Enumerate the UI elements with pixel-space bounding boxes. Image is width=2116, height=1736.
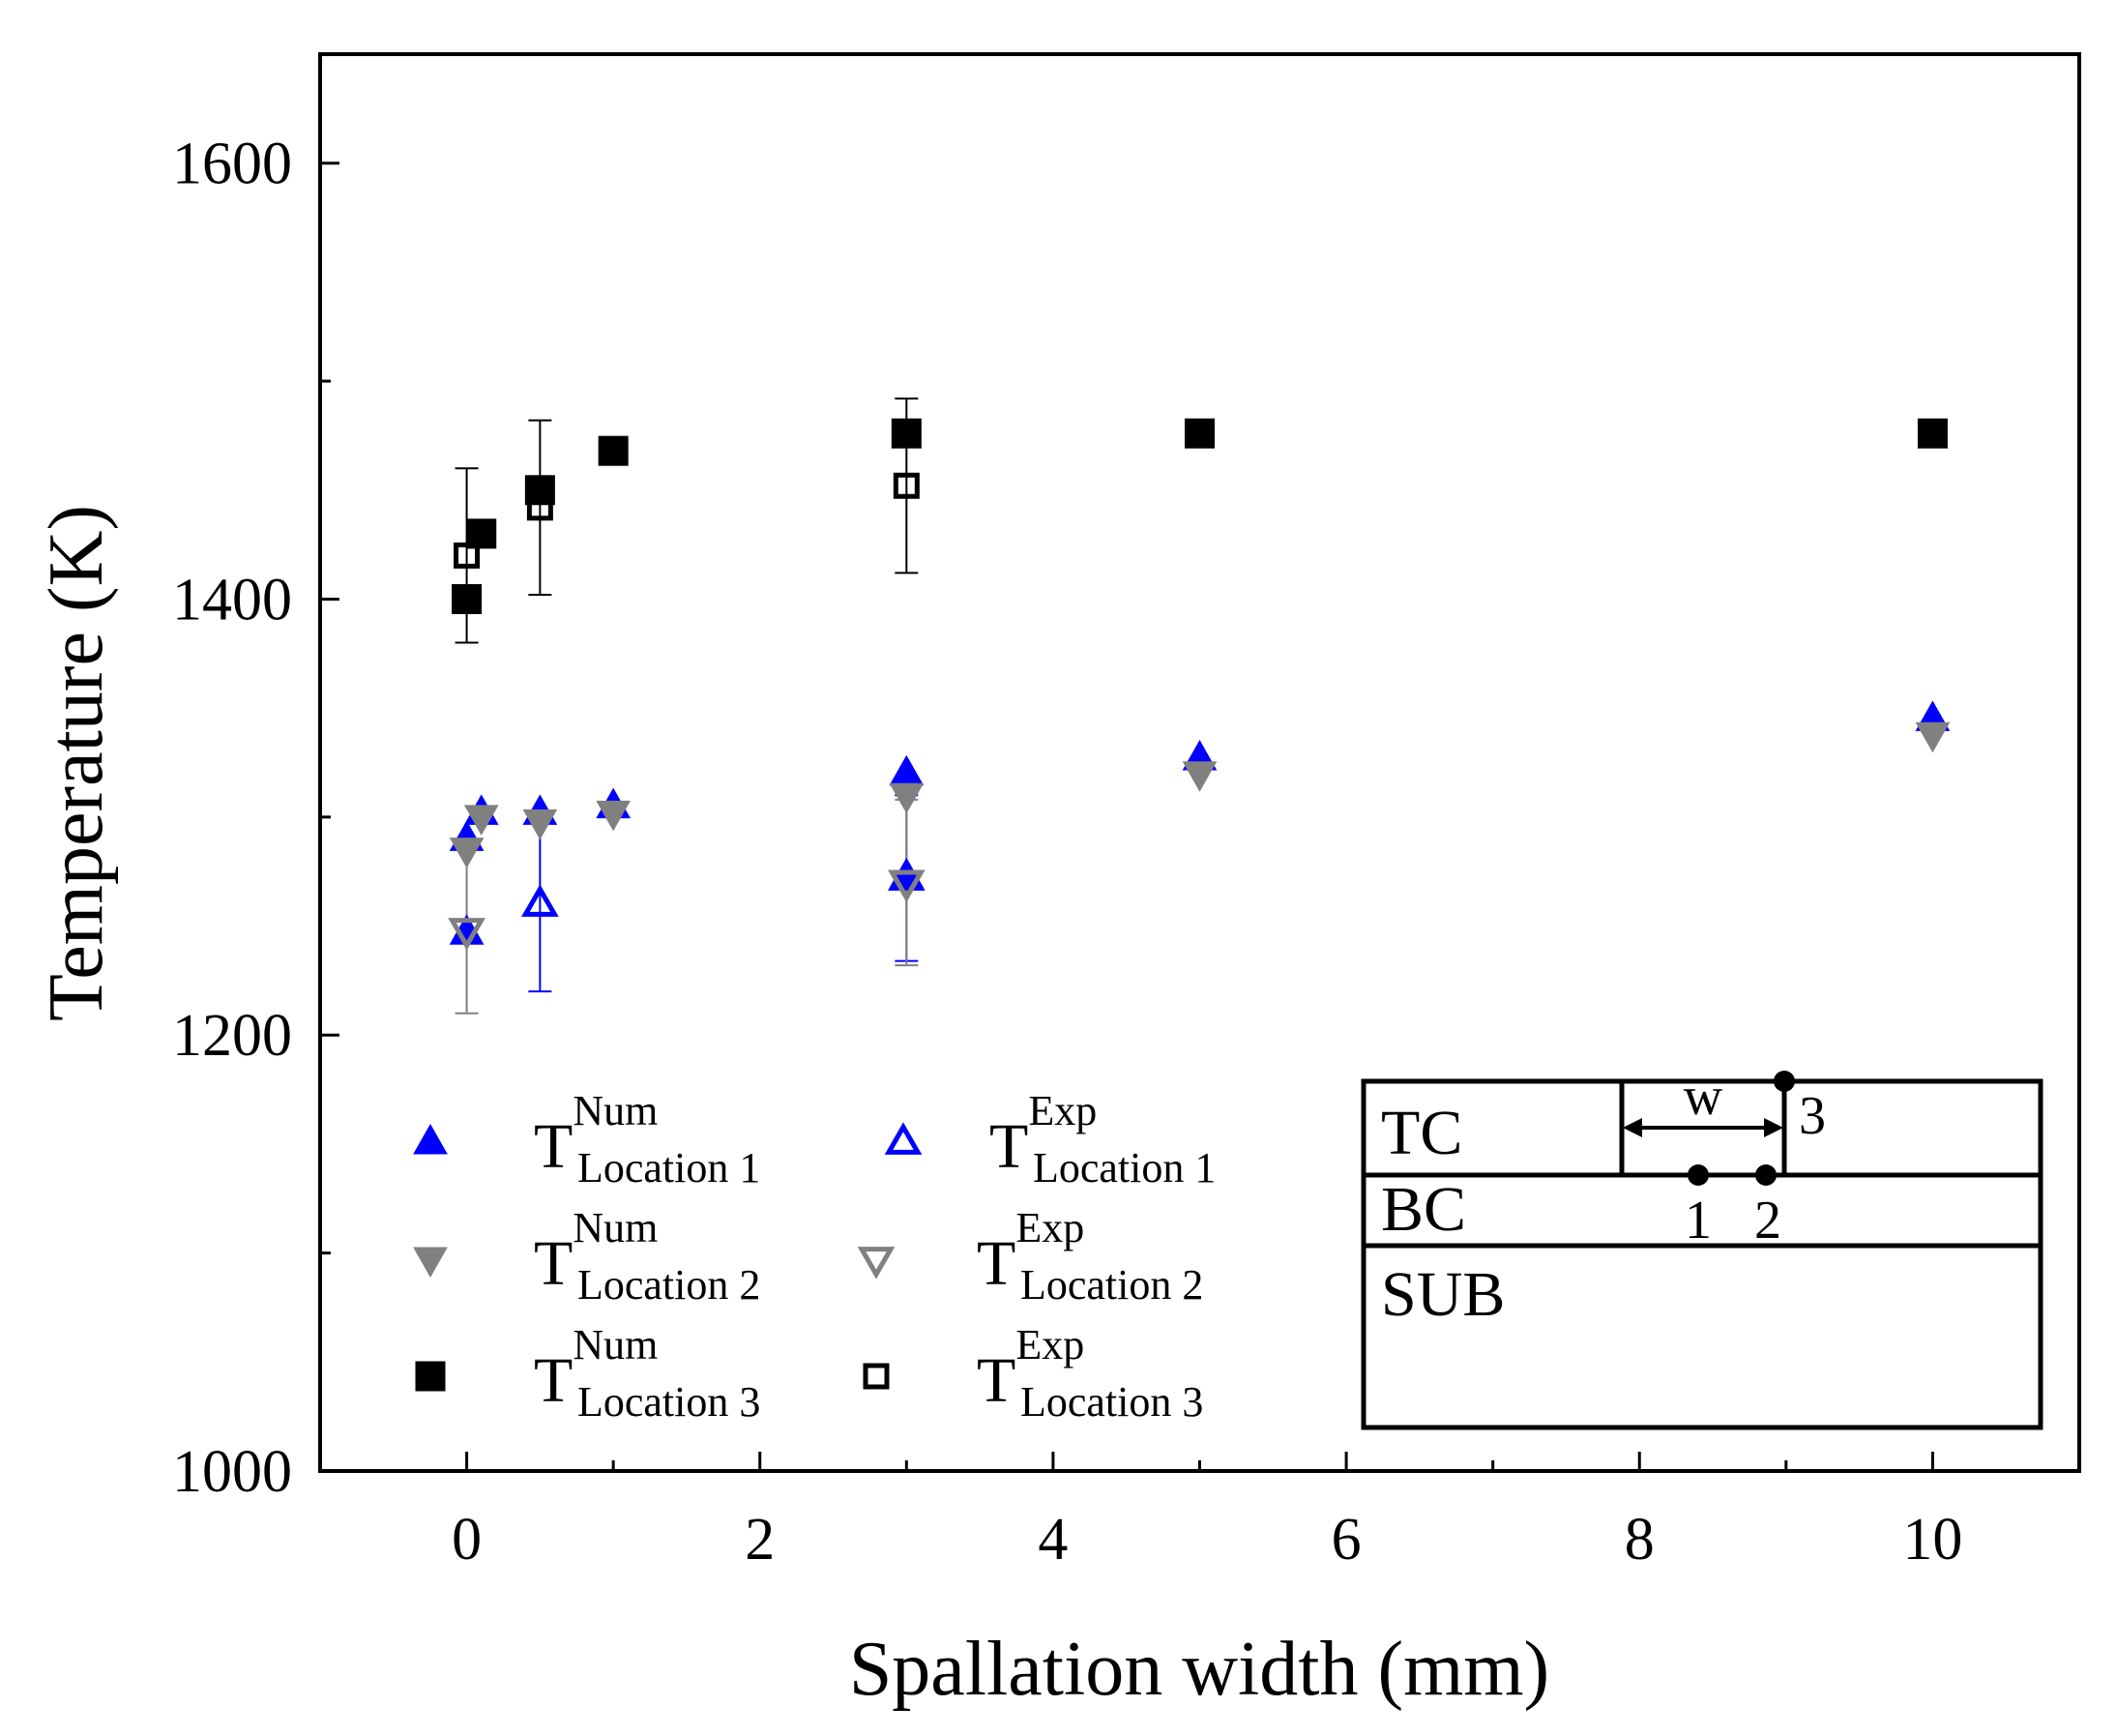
y-tick-labels: 1000 1200 1400 1600 <box>172 132 292 1505</box>
legend-subscript: Location 1 <box>1033 1144 1216 1192</box>
inset-label-tc: TC <box>1381 1098 1462 1168</box>
x-tick-label: 0 <box>452 1507 482 1573</box>
data-point-exp3 <box>454 542 481 569</box>
legend-superscript: Num <box>573 1087 658 1134</box>
legend-symbol: T <box>534 1111 573 1182</box>
y-tick-label: 1200 <box>172 1003 292 1069</box>
data-point-num2 <box>889 782 925 814</box>
legend-symbol: T <box>989 1111 1028 1182</box>
legend-entry-num-location-1: TNum <box>534 1087 658 1182</box>
legend-subscript: Location 2 <box>1020 1261 1203 1309</box>
x-tick-labels: 0 2 4 6 8 10 <box>452 1507 1962 1573</box>
legend-subscript: Location 3 <box>1020 1378 1203 1426</box>
data-point-num2 <box>463 805 499 836</box>
width-arrow-head-left <box>1623 1118 1642 1137</box>
data-point-num3 <box>598 435 629 466</box>
y-tick-label: 1600 <box>172 132 292 197</box>
data-point-exp1 <box>521 884 559 917</box>
legend-symbol: T <box>977 1345 1015 1416</box>
data-point-num3 <box>1917 418 1948 449</box>
legend-marker-exp2 <box>857 1247 896 1280</box>
legend-marker-num3 <box>415 1361 446 1392</box>
location-2-dot <box>1755 1164 1777 1186</box>
x-tick-label: 8 <box>1625 1507 1655 1573</box>
legend-entry-exp-location-1: TExp <box>989 1087 1097 1182</box>
legend-superscript: Exp <box>1015 1321 1084 1368</box>
legend-marker-exp3 <box>863 1363 890 1390</box>
legend-subscript: Location 2 <box>577 1261 760 1309</box>
x-tick-label: 4 <box>1038 1507 1068 1573</box>
legend-entry-num-location-3: TNum <box>534 1321 658 1416</box>
legend: TNum Location 1 TExp Location 1 TNum Loc… <box>413 1087 1216 1426</box>
legend-entry-exp-location-3: TExp <box>977 1321 1084 1416</box>
legend-superscript: Exp <box>1015 1204 1084 1251</box>
legend-symbol: T <box>534 1228 573 1299</box>
x-tick-label: 10 <box>1902 1507 1962 1573</box>
legend-superscript: Num <box>573 1321 658 1368</box>
legend-subscript: Location 1 <box>577 1144 760 1192</box>
legend-entry-exp-location-2: TExp <box>977 1204 1084 1299</box>
legend-markers <box>413 1122 923 1392</box>
width-arrow-head-right <box>1764 1118 1783 1137</box>
plot-frame <box>318 52 2081 1473</box>
inset-label-sub: SUB <box>1381 1259 1505 1330</box>
y-tick-label: 1400 <box>172 567 292 633</box>
y-tick-label: 1000 <box>172 1439 292 1505</box>
x-tick-label: 6 <box>1332 1507 1362 1573</box>
legend-superscript: Num <box>573 1204 658 1251</box>
data-point-exp2 <box>448 918 485 951</box>
location-1-dot <box>1688 1164 1709 1186</box>
inset-schematic <box>1361 1071 2043 1430</box>
legend-marker-exp1 <box>884 1122 923 1155</box>
x-axis-label: Spallation width (mm) <box>849 1627 1549 1712</box>
data-point-exp3 <box>893 472 920 499</box>
legend-symbol: T <box>534 1345 573 1416</box>
data-point-exp1 <box>888 858 926 891</box>
legend-marker-num1 <box>413 1123 448 1155</box>
data-point-num3 <box>1185 418 1215 449</box>
inset-frame <box>1361 1078 2043 1430</box>
inset-label-point-3: 3 <box>1799 1086 1826 1146</box>
data-point-num2 <box>449 838 485 868</box>
inset-label-width: w <box>1684 1067 1723 1127</box>
x-tick-label: 2 <box>745 1507 775 1573</box>
location-3-dot <box>1774 1071 1795 1092</box>
y-axis-label: Temperature (K) <box>34 505 119 1021</box>
data-point-num3 <box>452 583 483 614</box>
legend-symbol: T <box>977 1228 1015 1299</box>
data-point-num2 <box>596 800 632 832</box>
legend-entry-num-location-2: TNum <box>534 1204 658 1299</box>
data-point-num2 <box>1915 721 1951 753</box>
data-point-num2 <box>1182 761 1218 792</box>
data-point-exp3 <box>526 494 553 521</box>
inset-label-bc: BC <box>1381 1174 1466 1245</box>
inset-label-point-1: 1 <box>1685 1191 1712 1251</box>
data-point-num2 <box>522 809 558 840</box>
inset-label-point-2: 2 <box>1754 1191 1781 1251</box>
legend-subscript: Location 3 <box>577 1378 760 1426</box>
data-point-num3 <box>891 418 922 449</box>
data-point-exp2 <box>888 869 926 903</box>
legend-superscript: Exp <box>1028 1087 1097 1134</box>
legend-marker-num2 <box>413 1247 448 1279</box>
data-marks <box>448 418 1951 951</box>
